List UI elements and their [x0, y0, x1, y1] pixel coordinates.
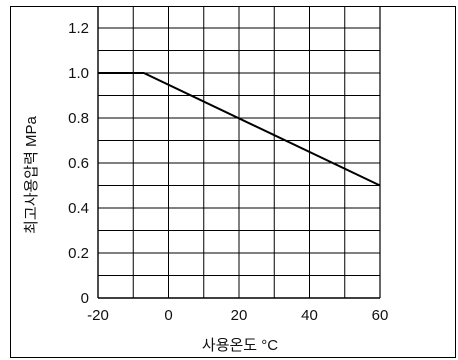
series-line-0 [98, 72, 381, 187]
chart-frame [10, 6, 456, 358]
x-axis-label: 사용온도 °C [202, 337, 278, 354]
y-tick-label: 0.6 [68, 155, 89, 172]
series-layer [98, 72, 381, 187]
plot-frame [97, 6, 381, 299]
y-tick-label: 1.0 [68, 65, 89, 82]
grid-layer [97, 6, 381, 299]
y-tick-label: 0 [81, 290, 89, 307]
y-tick-label: 0.4 [68, 200, 89, 217]
y-tick-labels: 0 0.2 0.4 0.6 0.8 1.0 1.2 [68, 20, 89, 307]
y-tick-label: 1.2 [68, 20, 89, 37]
y-axis-label: 최고사용압력 MPa [23, 115, 40, 233]
y-tick-label: 0.8 [68, 110, 89, 127]
x-tick-label: 40 [301, 307, 318, 324]
y-tick-label: 0.2 [68, 245, 89, 262]
x-tick-label: 0 [164, 307, 172, 324]
x-tick-labels: -20 0 20 40 60 [87, 307, 388, 324]
x-tick-label: -20 [87, 307, 109, 324]
x-tick-label: 20 [231, 307, 248, 324]
x-tick-label: 60 [372, 307, 389, 324]
